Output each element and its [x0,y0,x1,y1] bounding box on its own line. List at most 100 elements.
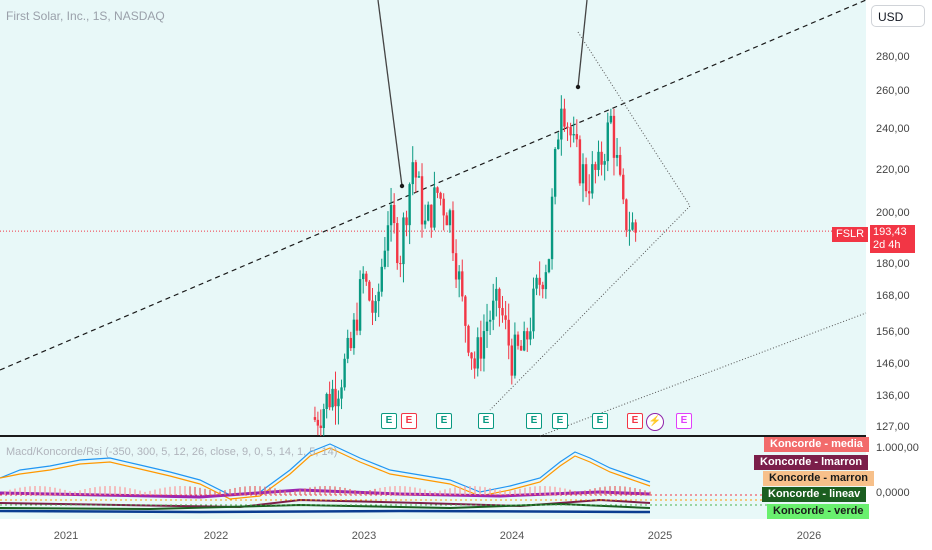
macd-histogram-bar [529,486,531,495]
candle-body [560,108,563,140]
earnings-event-icon[interactable]: E [552,413,568,429]
candle-body [389,205,393,226]
macd-histogram-bar [574,490,576,495]
earnings-event-icon[interactable]: E [627,413,643,429]
macd-histogram-bar [634,488,636,495]
macd-histogram-bar [189,486,191,495]
macd-histogram-bar [479,486,481,495]
macd-histogram-bar [14,488,16,495]
dividend-icon[interactable]: ⚡ [646,413,664,431]
macd-histogram-bar [314,486,316,495]
macd-histogram-bar [304,488,306,495]
candle-body [516,334,520,346]
earnings-event-icon[interactable]: E [592,413,608,429]
macd-histogram-bar [384,486,386,495]
price-pane[interactable] [0,0,866,436]
macd-histogram-bar [379,487,381,495]
earnings-event-icon[interactable]: E [381,413,397,429]
candle-body [513,334,517,376]
macd-histogram-bar [79,490,81,495]
macd-histogram-bar [454,487,456,495]
macd-histogram-bar [44,486,46,495]
candle-body [430,204,433,228]
macd-histogram-bar [89,488,91,495]
candle-body [433,187,436,228]
candle-body [313,417,317,420]
candle-body [371,300,374,313]
candle-body [587,191,591,194]
indicator-title: Macd/Koncorde/Rsi (-350, 300, 5, 12, 26,… [6,446,338,458]
earnings-event-icon[interactable]: E [478,413,494,429]
macd-histogram-bar [599,487,601,495]
candle-body [377,291,380,302]
macd-histogram-bar [519,488,521,495]
macd-histogram-bar [114,486,116,495]
macd-histogram-bar [199,487,201,495]
macd-histogram-bar [164,487,166,495]
candle-body [482,331,486,359]
macd-histogram-bar [234,487,236,495]
macd-histogram-bar [204,488,206,495]
macd-histogram-bar [559,487,561,495]
candle-body [464,296,467,326]
macd-histogram-bar [539,486,541,495]
macd-histogram-bar [364,491,366,495]
candle-body [399,263,402,265]
symbol-title: First Solar, Inc., 1S, NASDAQ [6,9,165,23]
koncorde-blue-line [0,509,651,514]
candle-body [631,222,634,230]
indicator-tick-label: 1.000,00 [876,442,919,454]
candle-body [600,151,603,165]
earnings-event-icon[interactable]: E [676,413,692,429]
candle-body [473,358,476,369]
candle-body [612,115,616,158]
steep-line-2024 [577,0,588,88]
macd-histogram-bar [484,487,486,495]
macd-histogram-bar [214,491,216,495]
macd-histogram-bar [124,487,126,495]
candle-body [553,149,557,197]
currency-button[interactable]: USD [871,5,925,27]
candle-body [358,279,362,331]
macd-histogram-bar [614,486,616,495]
macd-histogram-bar [439,490,441,495]
candle-body [374,301,377,313]
price-tick-label: 260,00 [876,85,910,97]
macd-histogram-bar [459,486,461,495]
pane-divider[interactable] [0,435,932,437]
candle-body [442,198,445,216]
candle-body [411,162,414,185]
candle-body [569,127,572,136]
macd-histogram-bar [279,489,281,495]
macd-histogram-bar [324,486,326,495]
macd-histogram-bar [464,486,466,495]
candle-body [405,217,408,226]
price-axis[interactable] [866,0,932,519]
earnings-event-icon[interactable]: E [526,413,542,429]
time-axis[interactable] [0,519,932,550]
candle-body [476,337,479,369]
candle-body [316,419,320,426]
macd-histogram-bar [429,490,431,495]
macd-histogram-bar [179,486,181,495]
anchor-point-2 [575,84,581,90]
candle-body [584,164,588,192]
macd-histogram-bar [224,490,226,495]
candle-body [457,271,461,280]
candle-body [408,184,411,226]
price-tick-label: 240,00 [876,123,910,135]
macd-histogram-bar [29,486,31,495]
macd-histogram-bar [394,486,396,495]
macd-line [0,443,651,496]
candle-body [423,220,427,225]
macd-histogram-bar [229,488,231,495]
candle-body [386,225,390,251]
earnings-event-icon[interactable]: E [436,413,452,429]
macd-histogram-bar [239,487,241,495]
macd-histogram-bar [104,486,106,495]
candle-body [322,408,325,429]
macd-histogram-bar [109,486,111,495]
candle-body [454,253,458,280]
candle-body [501,308,504,316]
earnings-event-icon[interactable]: E [401,413,417,429]
